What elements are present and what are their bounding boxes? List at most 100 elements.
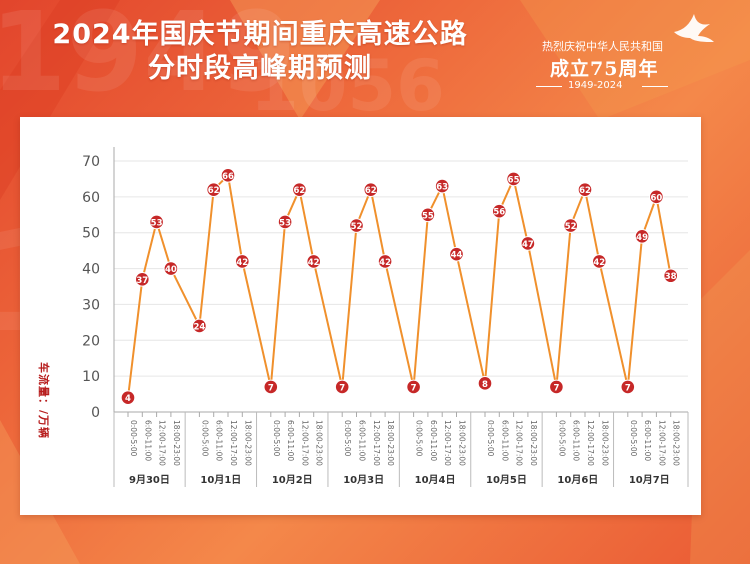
svg-text:1949: 1949 [0, 0, 296, 116]
data-label: 52 [351, 222, 363, 232]
data-point [306, 254, 322, 269]
data-label: 4 [125, 394, 131, 404]
data-point [277, 214, 293, 230]
data-label: 62 [208, 186, 220, 196]
anniversary-badge: 热烈庆祝中华人民共和国 成立75周年 1949-2024 [530, 10, 730, 100]
x-tick-label: 12:00-17:00 [586, 420, 595, 466]
data-label: 60 [650, 193, 662, 203]
data-point [477, 376, 493, 391]
x-tick-label: 0:00-5:00 [629, 420, 638, 457]
y-tick-label: 30 [82, 297, 100, 313]
x-tick-label: 18:00-23:00 [458, 420, 467, 466]
group-label: 9月30日 [129, 474, 170, 486]
data-label: 37 [136, 276, 148, 286]
data-point [406, 379, 421, 395]
y-tick-label: 70 [82, 154, 100, 170]
data-label: 53 [151, 218, 163, 228]
title-line-1: 2024年国庆节期间重庆高速公路 [52, 19, 468, 50]
data-label: 40 [165, 265, 177, 275]
data-point [549, 379, 564, 395]
x-tick-label: 6:00-11:00 [143, 420, 152, 461]
group-label: 10月1日 [200, 474, 241, 486]
x-tick-label: 18:00-23:00 [672, 420, 681, 466]
page-title: 2024年国庆节期间重庆高速公路 分时段高峰期预测 [20, 18, 500, 86]
data-point [149, 214, 164, 230]
dove-icon [674, 14, 714, 42]
x-tick-label: 18:00-23:00 [243, 420, 252, 466]
data-point [492, 203, 507, 219]
data-point [334, 379, 350, 395]
data-label: 62 [579, 186, 591, 196]
data-label: 65 [508, 175, 520, 185]
x-tick-label: 0:00-5:00 [486, 420, 495, 457]
y-axis-label: 车流量：/万辆 [37, 362, 50, 440]
data-point [120, 390, 136, 405]
svg-text:1056: 1056 [250, 45, 445, 127]
data-point [292, 182, 307, 197]
data-point [220, 168, 236, 183]
x-tick-label: 18:00-23:00 [315, 420, 324, 466]
data-label: 7 [339, 383, 345, 393]
badge-main-text: 成立75周年 [550, 58, 659, 80]
data-point [520, 236, 536, 251]
x-tick-label: 6:00-11:00 [358, 420, 367, 461]
chart-card: 0 10 20 30 40 50 60 70 0:00-5:00 6:00-11:00 12:00-… [20, 117, 701, 515]
data-point [506, 171, 521, 187]
badge-divider-left [536, 86, 562, 87]
x-tick-label: 18:00-23:00 [600, 420, 609, 466]
x-tick-label: 18:00-23:00 [529, 420, 538, 466]
y-tick-label: 40 [82, 262, 100, 278]
data-label: 66 [222, 172, 234, 182]
x-tick-label: 6:00-11:00 [286, 420, 295, 461]
data-point [649, 189, 664, 205]
x-tick-label: 6:00-11:00 [572, 420, 581, 461]
data-label: 62 [293, 186, 305, 196]
data-label: 7 [553, 383, 559, 393]
data-point [349, 218, 364, 233]
data-point [206, 182, 221, 197]
group-label: 10月4日 [415, 474, 456, 486]
data-point [363, 182, 379, 197]
data-point [663, 268, 679, 284]
x-tick-label: 12:00-17:00 [372, 420, 381, 466]
x-tick-label: 0:00-5:00 [200, 420, 209, 457]
data-label: 7 [411, 383, 417, 393]
x-tick-label: 18:00-23:00 [172, 420, 181, 466]
data-label: 56 [493, 208, 505, 218]
title-line-2: 分时段高峰期预测 [148, 53, 372, 84]
x-tick-label: 12:00-17:00 [657, 420, 666, 466]
x-tick-label: 6:00-11:00 [500, 420, 509, 461]
x-tick-label: 12:00-17:00 [443, 420, 452, 466]
y-tick-label: 60 [82, 190, 100, 206]
data-point [449, 246, 464, 262]
data-point [592, 254, 607, 269]
data-point [634, 229, 650, 244]
group-label: 10月5日 [486, 474, 527, 486]
x-tick-label: 0:00-5:00 [557, 420, 566, 457]
data-label: 42 [308, 258, 320, 268]
group-label: 10月2日 [272, 474, 313, 486]
y-tick-label: 0 [91, 405, 100, 421]
x-tick-label: 0:00-5:00 [272, 420, 281, 457]
data-label: 53 [279, 218, 291, 228]
data-label: 52 [565, 222, 577, 232]
data-point [577, 182, 593, 197]
data-label: 62 [365, 186, 377, 196]
badge-top-text: 热烈庆祝中华人民共和国 [542, 40, 663, 53]
group-label: 10月3日 [343, 474, 384, 486]
data-label: 42 [236, 258, 248, 268]
x-tick-label: 0:00-5:00 [129, 420, 138, 457]
data-point [434, 178, 450, 194]
x-tick-label: 18:00-23:00 [386, 420, 395, 466]
group-label: 10月6日 [557, 474, 598, 486]
data-label: 8 [482, 380, 488, 390]
y-tick-label: 10 [82, 369, 100, 385]
x-tick-label: 0:00-5:00 [415, 420, 424, 457]
x-tick-label: 12:00-17:00 [300, 420, 309, 466]
badge-years: 1949-2024 [568, 80, 623, 91]
data-label: 49 [636, 233, 648, 243]
data-point [163, 261, 179, 276]
data-label: 7 [625, 383, 631, 393]
data-label: 63 [436, 183, 448, 193]
data-point [235, 254, 250, 269]
